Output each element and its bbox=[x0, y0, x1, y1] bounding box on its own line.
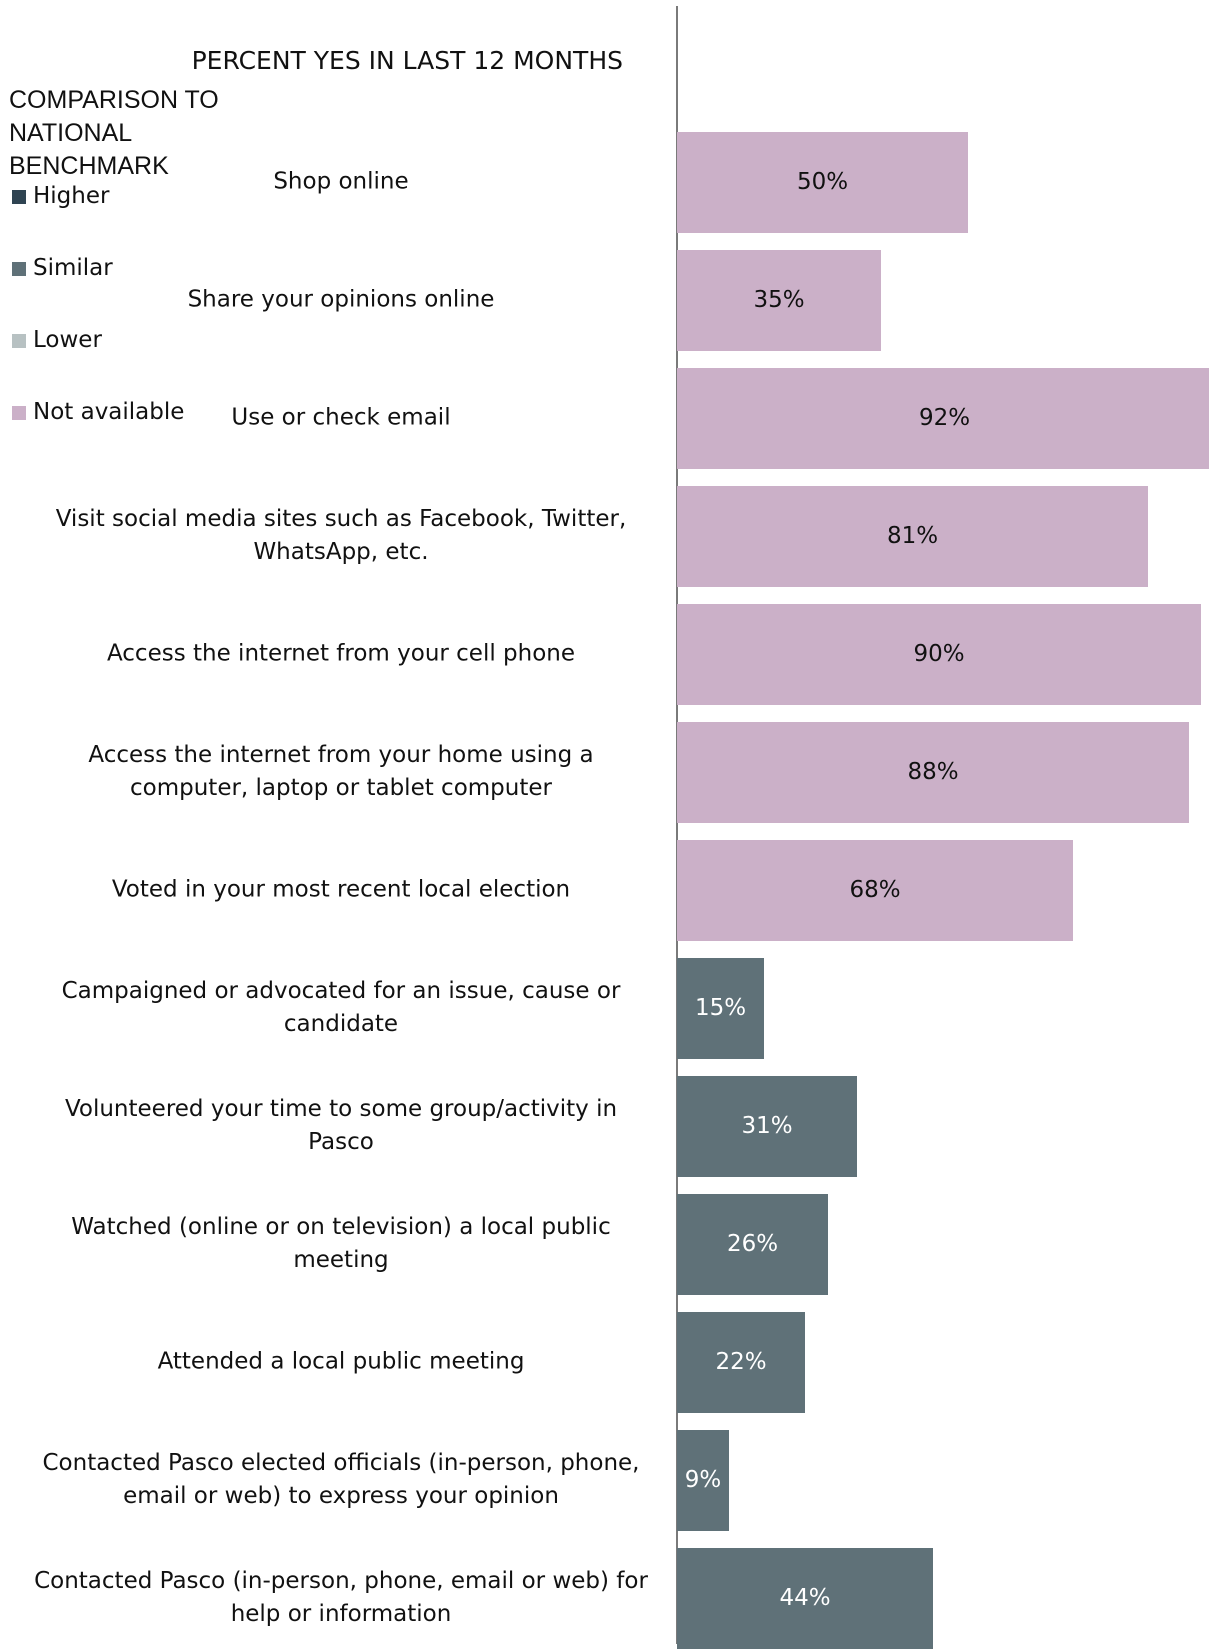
legend-swatch-lower bbox=[12, 334, 26, 348]
bar-value-label: 90% bbox=[913, 641, 965, 667]
legend-label-not-available: Not available bbox=[33, 399, 185, 425]
bar: 15% bbox=[677, 957, 764, 1059]
legend-title: COMPARISON TO NATIONAL BENCHMARK bbox=[9, 86, 219, 180]
category-label: Use or check email bbox=[231, 404, 451, 431]
category-label: Contacted Pasco elected officials (in-pe… bbox=[42, 1450, 640, 1509]
bar: 26% bbox=[677, 1193, 828, 1295]
bar-value-label: 31% bbox=[741, 1113, 793, 1139]
legend-label-lower: Lower bbox=[33, 327, 102, 353]
legend-swatch-similar bbox=[12, 262, 26, 276]
bar: 50% bbox=[677, 131, 968, 233]
bar: 88% bbox=[677, 721, 1189, 823]
category-label: Voted in your most recent local election bbox=[111, 876, 571, 903]
bar: 90% bbox=[677, 603, 1201, 705]
bar-value-label: 50% bbox=[796, 169, 849, 195]
bar-value-label: 26% bbox=[726, 1231, 779, 1257]
category-label: Access the internet from your cell phone bbox=[106, 640, 576, 667]
category-label: Watched (online or on television) a loca… bbox=[71, 1214, 611, 1273]
bar-value-label: 9% bbox=[684, 1467, 722, 1493]
legend-swatch-not-available bbox=[12, 406, 26, 420]
category-label: Access the internet from your home using… bbox=[88, 742, 594, 801]
bar: 81% bbox=[677, 485, 1148, 587]
bar-value-label: 92% bbox=[918, 405, 971, 431]
bar-value-label: 15% bbox=[694, 995, 747, 1021]
legend-label-higher: Higher bbox=[33, 183, 110, 209]
bar: 31% bbox=[677, 1075, 857, 1177]
bar-value-label: 22% bbox=[715, 1349, 767, 1375]
category-label: Attended a local public meeting bbox=[157, 1348, 525, 1375]
category-label: Contacted Pasco (in-person, phone, email… bbox=[34, 1568, 648, 1627]
bar: 92% bbox=[677, 367, 1209, 469]
bar-value-label: 44% bbox=[779, 1585, 831, 1611]
category-axis-line bbox=[676, 6, 678, 1644]
category-label: Visit social media sites such as Faceboo… bbox=[55, 506, 627, 565]
bar: 44% bbox=[677, 1547, 933, 1649]
bar-value-label: 35% bbox=[753, 287, 805, 313]
chart-title: PERCENT YES IN LAST 12 MONTHS bbox=[191, 46, 623, 75]
bar: 68% bbox=[677, 839, 1073, 941]
category-label: Campaigned or advocated for an issue, ca… bbox=[61, 978, 621, 1037]
category-label: Share your opinions online bbox=[187, 286, 495, 313]
bar: 22% bbox=[677, 1311, 805, 1413]
bar-value-label: 88% bbox=[907, 759, 959, 785]
bar-value-label: 81% bbox=[886, 523, 939, 549]
bar: 35% bbox=[677, 249, 881, 351]
legend: COMPARISON TO NATIONAL BENCHMARK Higher S… bbox=[9, 84, 249, 425]
category-label: Volunteered your time to some group/acti… bbox=[64, 1096, 618, 1155]
bar: 9% bbox=[677, 1429, 729, 1531]
legend-label-similar: Similar bbox=[33, 255, 113, 281]
legend-swatch-higher bbox=[12, 190, 26, 204]
bar-value-label: 68% bbox=[849, 877, 901, 903]
category-label: Shop online bbox=[273, 168, 409, 195]
